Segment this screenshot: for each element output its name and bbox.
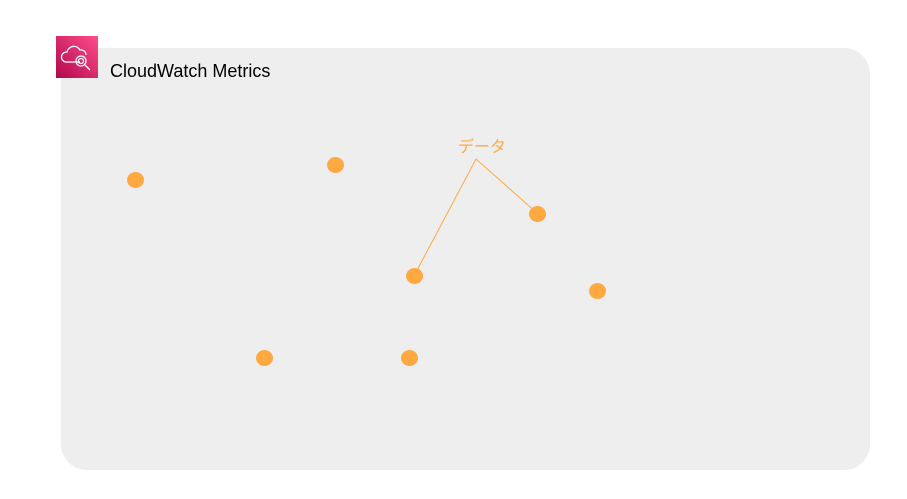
data-point <box>401 350 418 366</box>
data-point <box>127 172 144 188</box>
data-label: データ <box>458 139 507 156</box>
data-point <box>529 206 546 222</box>
data-point <box>256 350 273 366</box>
cloudwatch-icon <box>56 36 98 78</box>
data-point <box>589 283 606 299</box>
data-point <box>327 157 344 173</box>
group-title: CloudWatch Metrics <box>110 61 271 81</box>
data-point <box>406 268 423 284</box>
connector-line <box>413 158 538 277</box>
cloudwatch-metrics-group <box>61 48 870 470</box>
